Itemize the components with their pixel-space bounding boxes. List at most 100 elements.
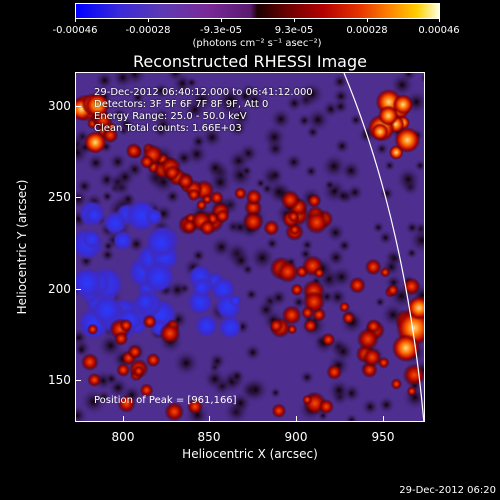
image-texture-blob — [342, 311, 355, 325]
image-texture-blob — [117, 394, 136, 413]
plot-title: Reconstructed RHESSI Image — [133, 52, 367, 71]
image-texture-blob — [102, 239, 115, 253]
image-texture-blob — [111, 106, 127, 122]
image-texture-blob — [190, 247, 207, 264]
image-texture-blob — [276, 260, 299, 283]
x-tick-label: 850 — [197, 430, 221, 444]
image-texture-blob — [80, 352, 99, 371]
colorbar-tick-label: 9.3e-05 — [274, 25, 314, 36]
image-texture-blob — [332, 97, 350, 116]
image-texture-blob — [323, 178, 336, 192]
image-texture-blob — [280, 189, 301, 210]
image-texture-blob — [331, 73, 349, 91]
image-texture-blob — [261, 124, 287, 150]
image-texture-blob — [229, 294, 242, 307]
y-tick-label: 250 — [48, 190, 71, 204]
image-texture-blob — [374, 141, 390, 157]
image-texture-blob — [125, 142, 142, 159]
x-axis-label: Heliocentric X (arcsec) — [182, 447, 318, 461]
x-tick-label: 950 — [371, 430, 395, 444]
image-texture-blob — [390, 378, 402, 390]
image-texture-blob — [127, 344, 143, 360]
image-texture-blob — [371, 122, 389, 141]
image-texture-blob — [413, 159, 424, 173]
image-texture-blob — [183, 98, 207, 122]
image-plot[interactable]: 29-Dec-2012 06:40:12.000 to 06:41:12.000… — [75, 72, 425, 422]
y-tick-label: 150 — [48, 373, 71, 387]
x-tick-label: 900 — [284, 430, 308, 444]
image-texture-blob — [307, 193, 322, 208]
image-texture-blob — [142, 314, 157, 329]
image-texture-blob — [186, 398, 204, 415]
image-texture-blob — [114, 331, 129, 346]
image-texture-blob — [339, 159, 363, 182]
colorbar-units: (photons cm⁻² s⁻¹ asec⁻²) — [192, 38, 322, 49]
image-texture-blob — [338, 301, 350, 313]
image-texture-blob — [318, 399, 334, 415]
image-texture-blob — [76, 266, 104, 300]
image-texture-blob — [284, 152, 304, 172]
image-texture-blob — [85, 152, 106, 173]
image-texture-blob — [378, 185, 395, 202]
image-texture-blob — [119, 318, 133, 333]
image-texture-blob — [255, 299, 277, 321]
image-texture-blob — [76, 343, 88, 357]
image-texture-blob — [199, 219, 216, 236]
image-texture-blob — [285, 93, 304, 113]
image-texture-blob — [364, 258, 382, 276]
energy-range-text: Energy Range: 25.0 - 50.0 keV — [94, 111, 247, 122]
image-texture-blob — [102, 126, 119, 144]
image-texture-blob — [287, 210, 300, 223]
image-texture-blob — [142, 260, 176, 294]
image-texture-blob — [194, 314, 219, 338]
image-texture-blob — [164, 164, 181, 181]
colorbar-tick-label: 0.00046 — [418, 25, 460, 36]
image-texture-blob — [269, 318, 284, 334]
image-texture-blob — [360, 397, 380, 417]
image-texture-blob — [233, 186, 247, 200]
colorbar-tick-label: 0.00028 — [346, 25, 388, 36]
image-texture-blob — [386, 284, 399, 297]
image-texture-blob — [303, 318, 318, 333]
image-texture-blob — [187, 188, 201, 202]
y-tick-label: 300 — [48, 99, 71, 113]
image-texture-blob — [165, 73, 185, 83]
image-texture-blob — [240, 164, 254, 178]
image-texture-blob — [419, 73, 424, 84]
image-texture-blob — [408, 226, 424, 255]
image-texture-blob — [298, 80, 325, 108]
y-axis-label: Heliocentric Y (arcsec) — [15, 179, 29, 315]
image-texture-blob — [159, 322, 181, 345]
image-texture-blob — [395, 166, 422, 193]
image-texture-blob — [130, 90, 146, 105]
image-texture-blob — [313, 267, 325, 279]
image-texture-blob — [132, 365, 145, 377]
image-texture-blob — [100, 189, 114, 204]
image-texture-blob — [241, 375, 270, 404]
image-texture-blob — [229, 249, 253, 272]
image-texture-blob — [152, 82, 171, 100]
solar-limb-line — [343, 73, 424, 421]
colorbar-tick-label: -0.00028 — [125, 25, 171, 36]
image-texture-blob — [243, 343, 263, 362]
image-texture-blob — [84, 205, 105, 225]
image-texture-blob — [326, 364, 343, 380]
x-tick-label: 800 — [111, 430, 135, 444]
image-texture-blob — [191, 277, 212, 298]
image-texture-blob — [177, 173, 194, 190]
image-texture-blob — [301, 306, 314, 320]
image-texture-blob — [321, 332, 336, 347]
image-texture-blob — [82, 230, 102, 250]
image-texture-blob — [383, 159, 396, 172]
image-texture-blob — [182, 219, 197, 234]
detectors-text: Detectors: 3F 5F 6F 7F 8F 9F, Att 0 — [94, 99, 269, 110]
image-texture-blob — [203, 367, 227, 391]
image-texture-blob — [94, 73, 115, 91]
image-texture-blob — [87, 323, 99, 336]
image-texture-blob — [334, 187, 352, 205]
image-texture-blob — [145, 227, 177, 259]
image-texture-blob — [268, 167, 283, 183]
image-texture-blob — [304, 210, 329, 235]
image-texture-blob — [103, 371, 120, 387]
image-texture-blob — [356, 327, 380, 351]
